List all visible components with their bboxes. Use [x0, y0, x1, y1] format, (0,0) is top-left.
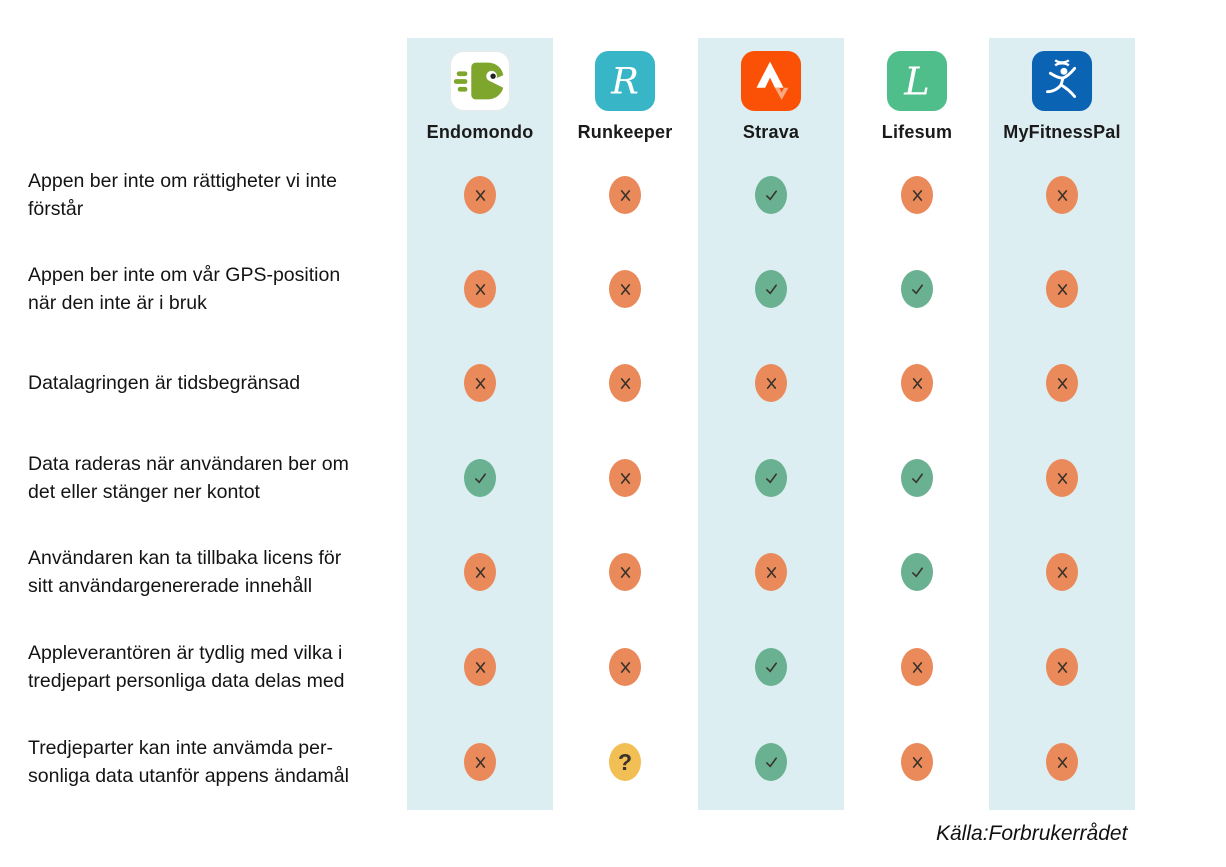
cross-mark-icon	[755, 553, 787, 591]
check-mark-icon	[901, 459, 933, 497]
app-column-runkeeper: R Runkeeper	[578, 50, 672, 142]
criterion-label: Appleverantören är tydlig med vilka i tr…	[28, 642, 345, 692]
criterion-row: Data raderas när användaren ber om det e…	[0, 431, 1226, 525]
check-mark-icon	[755, 270, 787, 308]
check-mark-icon	[901, 553, 933, 591]
endomondo-app-icon	[449, 50, 511, 112]
app-name-strava: Strava	[742, 122, 800, 142]
cross-mark-icon	[609, 553, 641, 591]
cross-mark-icon	[464, 176, 496, 214]
cross-mark-icon	[464, 364, 496, 402]
cross-mark-icon	[755, 364, 787, 402]
strava-app-icon	[740, 50, 802, 112]
criterion-row: Användaren kan ta tillbaka licens för si…	[0, 525, 1226, 619]
cross-mark-icon	[901, 364, 933, 402]
check-mark-icon	[755, 459, 787, 497]
runkeeper-app-icon: R	[594, 50, 656, 112]
criterion-row: Datalagringen är tidsbegränsad	[0, 336, 1226, 430]
app-name-endomondo: Endomondo	[426, 122, 534, 142]
cross-mark-icon	[464, 270, 496, 308]
check-mark-icon	[901, 270, 933, 308]
criterion-row: Tredjeparter kan inte anvämda per- sonli…	[0, 715, 1226, 809]
cross-mark-icon	[1046, 553, 1078, 591]
cross-mark-icon	[901, 743, 933, 781]
question-mark-icon: ?	[609, 743, 641, 781]
criterion-label: Datalagringen är tidsbegränsad	[28, 372, 301, 394]
cross-mark-icon	[1046, 743, 1078, 781]
app-column-endomondo: Endomondo	[427, 50, 533, 142]
myfitnesspal-app-icon	[1031, 50, 1093, 112]
cross-mark-icon	[1046, 364, 1078, 402]
criterion-row: Appen ber inte om rättigheter vi inte fö…	[0, 148, 1226, 242]
cross-mark-icon	[609, 270, 641, 308]
lifesum-app-icon: L	[886, 50, 948, 112]
cross-mark-icon	[901, 648, 933, 686]
cross-mark-icon	[1046, 270, 1078, 308]
cross-mark-icon	[609, 364, 641, 402]
cross-mark-icon	[1046, 176, 1078, 214]
criterion-label: Data raderas när användaren ber om det e…	[28, 453, 349, 503]
app-name-myfitnesspal: MyFitnessPal	[1003, 122, 1121, 142]
app-name-lifesum: Lifesum	[881, 122, 953, 142]
cross-mark-icon	[464, 648, 496, 686]
source-caption: Källa:Forbrukerrådet	[936, 822, 1128, 845]
check-mark-icon	[755, 648, 787, 686]
criterion-label: Appen ber inte om vår GPS-position när d…	[28, 264, 341, 314]
cross-mark-icon	[1046, 648, 1078, 686]
criterion-label: Användaren kan ta tillbaka licens för si…	[28, 547, 342, 597]
cross-mark-icon	[464, 743, 496, 781]
app-column-lifesum: L Lifesum	[882, 50, 952, 142]
app-column-myfitnesspal: MyFitnessPal	[1003, 50, 1121, 142]
app-name-runkeeper: Runkeeper	[577, 122, 673, 142]
check-mark-icon	[755, 176, 787, 214]
check-mark-icon	[464, 459, 496, 497]
criterion-row: Appen ber inte om vår GPS-position när d…	[0, 242, 1226, 336]
cross-mark-icon	[609, 176, 641, 214]
cross-mark-icon	[609, 648, 641, 686]
cross-mark-icon	[464, 553, 496, 591]
question-glyph: ?	[617, 748, 633, 775]
criterion-row: Appleverantören är tydlig med vilka i tr…	[0, 620, 1226, 714]
cross-mark-icon	[609, 459, 641, 497]
cross-mark-icon	[901, 176, 933, 214]
app-column-strava: Strava	[739, 50, 803, 142]
svg-text:R: R	[610, 60, 639, 103]
criterion-label: Tredjeparter kan inte anvämda per- sonli…	[28, 737, 349, 787]
check-mark-icon	[755, 743, 787, 781]
cross-mark-icon	[1046, 459, 1078, 497]
svg-text:L: L	[903, 60, 930, 105]
criterion-label: Appen ber inte om rättigheter vi inte fö…	[28, 170, 337, 220]
